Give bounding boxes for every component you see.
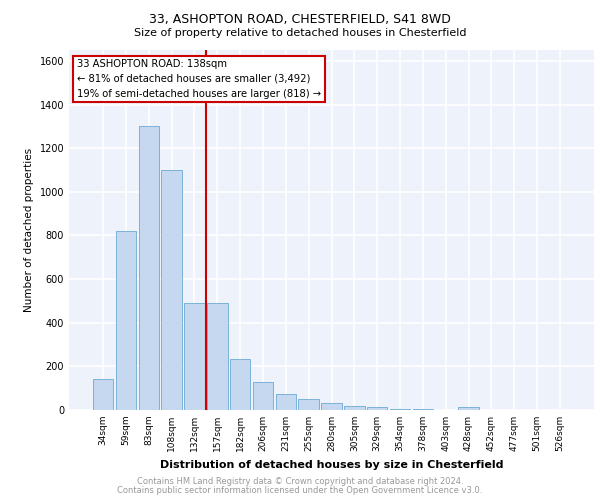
Bar xyxy=(413,409,433,410)
Text: 33 ASHOPTON ROAD: 138sqm
← 81% of detached houses are smaller (3,492)
19% of sem: 33 ASHOPTON ROAD: 138sqm ← 81% of detach… xyxy=(77,59,321,98)
Bar xyxy=(93,380,113,410)
Text: Contains HM Land Registry data © Crown copyright and database right 2024.: Contains HM Land Registry data © Crown c… xyxy=(137,478,463,486)
X-axis label: Distribution of detached houses by size in Chesterfield: Distribution of detached houses by size … xyxy=(160,460,503,469)
Bar xyxy=(230,358,250,410)
Bar xyxy=(161,170,182,410)
Bar xyxy=(321,404,342,410)
Text: 33, ASHOPTON ROAD, CHESTERFIELD, S41 8WD: 33, ASHOPTON ROAD, CHESTERFIELD, S41 8WD xyxy=(149,12,451,26)
Bar xyxy=(390,409,410,410)
Bar xyxy=(367,406,388,410)
Bar xyxy=(344,406,365,410)
Y-axis label: Number of detached properties: Number of detached properties xyxy=(24,148,34,312)
Text: Size of property relative to detached houses in Chesterfield: Size of property relative to detached ho… xyxy=(134,28,466,38)
Bar xyxy=(298,399,319,410)
Bar xyxy=(184,303,205,410)
Bar xyxy=(458,406,479,410)
Text: Contains public sector information licensed under the Open Government Licence v3: Contains public sector information licen… xyxy=(118,486,482,495)
Bar xyxy=(207,303,227,410)
Bar xyxy=(139,126,159,410)
Bar xyxy=(116,231,136,410)
Bar xyxy=(253,382,273,410)
Bar xyxy=(275,394,296,410)
